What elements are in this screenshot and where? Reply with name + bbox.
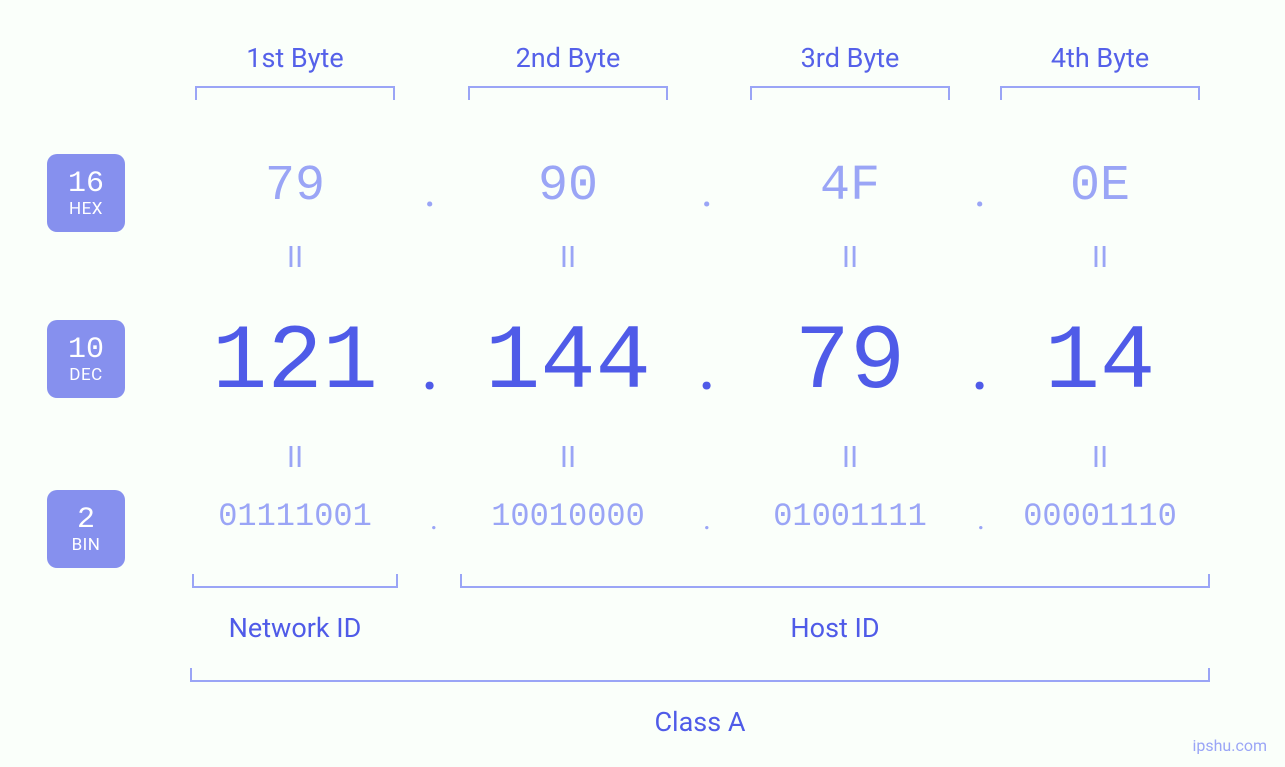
badge-hex-label: HEX	[69, 201, 103, 218]
dec-byte-2: 144	[438, 310, 698, 415]
hex-dot-1: .	[415, 164, 445, 218]
top-bracket-2	[468, 86, 668, 100]
watermark: ipshu.com	[1192, 736, 1267, 755]
host-bracket	[460, 574, 1210, 588]
dec-byte-3: 79	[720, 310, 980, 415]
badge-bin: 2 BIN	[47, 490, 125, 568]
dec-byte-1: 121	[165, 310, 425, 415]
badge-bin-label: BIN	[72, 537, 101, 554]
bin-dot-1: .	[422, 502, 446, 537]
bin-dot-2: .	[695, 502, 719, 537]
badge-hex: 16 HEX	[47, 154, 125, 232]
bin-byte-1: 01111001	[185, 498, 405, 535]
bin-byte-3: 01001111	[740, 498, 960, 535]
host-id-label: Host ID	[460, 612, 1210, 644]
hex-byte-4: 0E	[1000, 158, 1200, 215]
equals-2: II	[548, 440, 588, 475]
badge-hex-num: 16	[68, 169, 104, 199]
bin-byte-2: 10010000	[458, 498, 678, 535]
top-bracket-3	[750, 86, 950, 100]
class-label: Class A	[190, 706, 1210, 738]
hex-byte-1: 79	[195, 158, 395, 215]
badge-bin-num: 2	[77, 505, 95, 535]
equals-4: II	[1080, 440, 1120, 475]
bin-byte-4: 00001110	[990, 498, 1210, 535]
dec-dot-2: .	[687, 322, 727, 407]
equals-3: II	[830, 440, 870, 475]
badge-dec-label: DEC	[69, 367, 102, 384]
byte-header-1: 1st Byte	[195, 42, 395, 74]
class-bracket	[190, 668, 1210, 682]
dec-byte-4: 14	[970, 310, 1230, 415]
dec-dot-3: .	[960, 322, 1000, 407]
hex-byte-2: 90	[468, 158, 668, 215]
equals-1: II	[275, 240, 315, 275]
byte-header-4: 4th Byte	[1000, 42, 1200, 74]
badge-dec: 10 DEC	[47, 320, 125, 398]
equals-1: II	[275, 440, 315, 475]
hex-byte-3: 4F	[750, 158, 950, 215]
dec-dot-1: .	[410, 322, 450, 407]
hex-dot-2: .	[692, 164, 722, 218]
equals-2: II	[548, 240, 588, 275]
byte-header-2: 2nd Byte	[468, 42, 668, 74]
byte-header-3: 3rd Byte	[750, 42, 950, 74]
equals-3: II	[830, 240, 870, 275]
top-bracket-4	[1000, 86, 1200, 100]
badge-dec-num: 10	[68, 335, 104, 365]
hex-dot-3: .	[965, 164, 995, 218]
bin-dot-3: .	[969, 502, 993, 537]
equals-4: II	[1080, 240, 1120, 275]
network-bracket	[192, 574, 398, 588]
network-id-label: Network ID	[192, 612, 398, 644]
top-bracket-1	[195, 86, 395, 100]
